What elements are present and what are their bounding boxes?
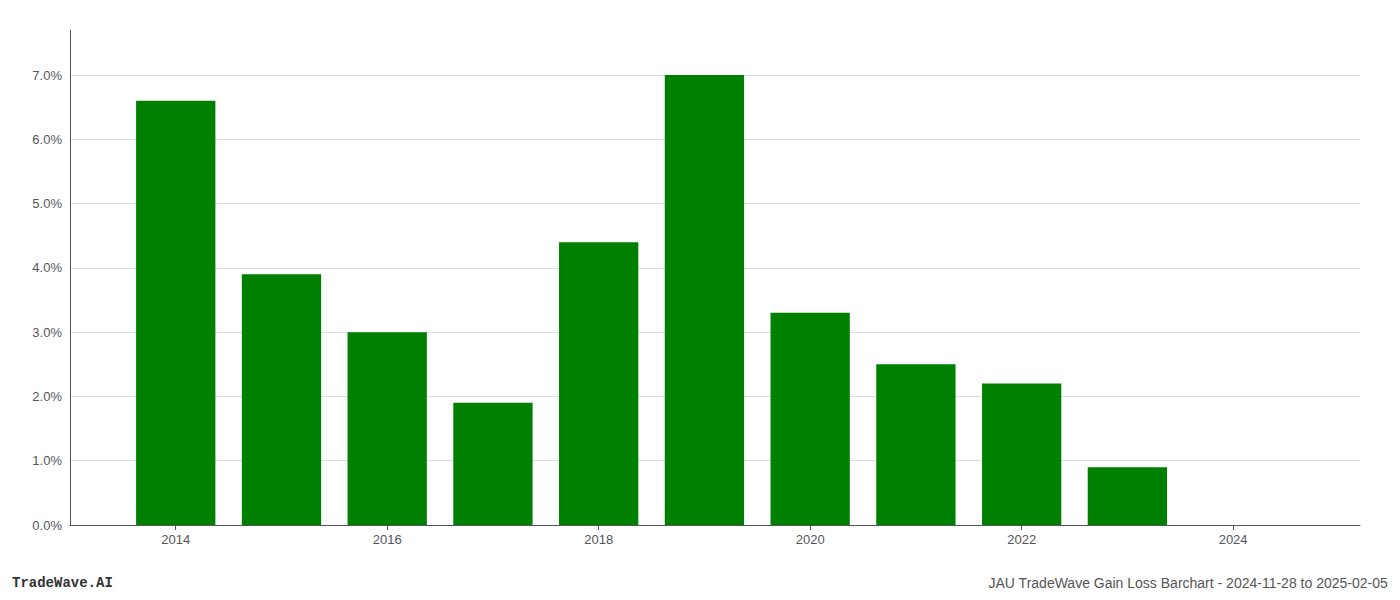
svg-text:0.0%: 0.0% <box>32 518 62 533</box>
svg-text:2016: 2016 <box>373 532 402 547</box>
svg-text:6.0%: 6.0% <box>32 132 62 147</box>
svg-text:1.0%: 1.0% <box>32 453 62 468</box>
svg-text:TradeWave.AI: TradeWave.AI <box>12 575 113 591</box>
svg-text:3.0%: 3.0% <box>32 325 62 340</box>
svg-text:2020: 2020 <box>796 532 825 547</box>
svg-text:2014: 2014 <box>161 532 190 547</box>
svg-text:2.0%: 2.0% <box>32 389 62 404</box>
svg-text:4.0%: 4.0% <box>32 260 62 275</box>
svg-text:JAU TradeWave Gain Loss Barcha: JAU TradeWave Gain Loss Barchart - 2024-… <box>989 575 1388 591</box>
svg-text:2018: 2018 <box>584 532 613 547</box>
svg-text:5.0%: 5.0% <box>32 196 62 211</box>
svg-text:2024: 2024 <box>1219 532 1248 547</box>
svg-text:2022: 2022 <box>1007 532 1036 547</box>
svg-text:7.0%: 7.0% <box>32 68 62 83</box>
